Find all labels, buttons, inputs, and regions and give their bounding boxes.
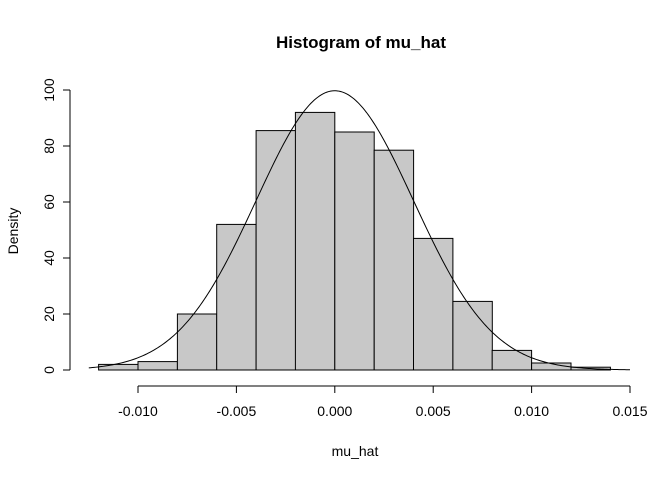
histogram-bar bbox=[216, 223, 257, 371]
x-tick-label: 0.010 bbox=[514, 403, 549, 419]
y-axis-label: Density bbox=[5, 208, 21, 255]
histogram-bar bbox=[255, 130, 297, 371]
x-tick-label: -0.005 bbox=[217, 403, 257, 419]
histogram-bar bbox=[334, 131, 375, 371]
histogram-bar bbox=[176, 313, 218, 371]
histogram-bar bbox=[98, 363, 139, 371]
histogram-bar bbox=[413, 237, 454, 371]
x-axis-label: mu_hat bbox=[332, 443, 379, 459]
y-tick-label: 100 bbox=[41, 78, 57, 102]
y-tick-label: 20 bbox=[41, 306, 57, 322]
x-tick-label: -0.010 bbox=[118, 403, 158, 419]
chart-title: Histogram of mu_hat bbox=[276, 33, 446, 52]
x-axis: -0.010 -0.005 0.000 0.005 0.010 0.015 bbox=[118, 385, 648, 419]
y-tick-label: 60 bbox=[41, 194, 57, 210]
density-curve bbox=[88, 90, 631, 371]
histogram-bar bbox=[491, 349, 533, 371]
histogram-bars bbox=[98, 111, 611, 371]
histogram-bar bbox=[373, 149, 415, 371]
x-tick-label: 0.000 bbox=[317, 403, 352, 419]
histogram-bar bbox=[294, 111, 336, 371]
y-axis: 0 20 40 60 80 100 bbox=[41, 78, 71, 374]
y-tick-label: 80 bbox=[41, 138, 57, 154]
y-tick-label: 40 bbox=[41, 250, 57, 266]
y-tick-label: 0 bbox=[41, 366, 57, 374]
x-tick-label: 0.015 bbox=[612, 403, 647, 419]
histogram-bar bbox=[452, 300, 493, 371]
histogram-bar bbox=[137, 361, 178, 371]
x-tick-label: 0.005 bbox=[416, 403, 451, 419]
